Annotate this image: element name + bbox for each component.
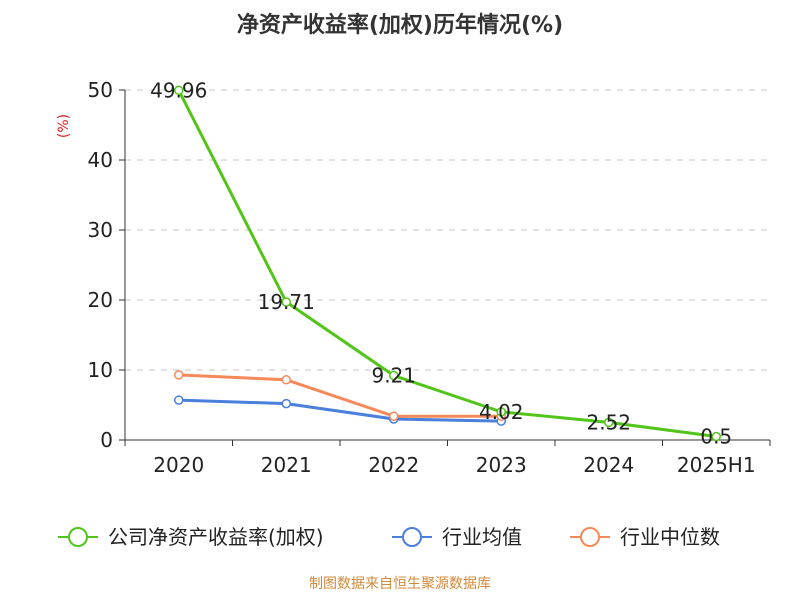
- y-tick-label: 40: [88, 148, 113, 172]
- data-label: 0.5: [700, 425, 732, 449]
- legend-item[interactable]: 公司净资产收益率(加权): [58, 525, 324, 549]
- series-line: [177, 88, 718, 438]
- series-point[interactable]: [496, 407, 506, 417]
- data-label: 9.21: [371, 364, 416, 388]
- legend-swatch-marker: [580, 527, 600, 547]
- data-label: 19.71: [258, 290, 315, 314]
- legend-label: 公司净资产收益率(加权): [108, 525, 324, 549]
- data-label: 2.52: [586, 410, 631, 434]
- series-line: [177, 373, 503, 418]
- data-labels: 49.96 19.71 9.21 4.02 2.52 0.5: [150, 78, 732, 448]
- series-point[interactable]: [389, 370, 399, 381]
- series-point[interactable]: [281, 398, 291, 409]
- axes: 0 10 20 30 40 50 2020 2021 2022 2023 2024 2025H1: [88, 78, 771, 477]
- y-tick-label: 0: [100, 428, 113, 452]
- x-tick-label: 2021: [261, 453, 312, 477]
- x-tick-label: 2024: [583, 453, 634, 477]
- series-point[interactable]: [604, 417, 614, 428]
- legend-swatch-marker: [68, 527, 88, 547]
- x-tick-label: 2023: [476, 453, 527, 477]
- legend-label: 行业中位数: [620, 525, 720, 549]
- y-tick-label: 20: [88, 288, 113, 312]
- x-tick-label: 2020: [153, 453, 204, 477]
- data-label: 4.02: [479, 400, 524, 424]
- y-tick-label: 10: [88, 358, 113, 382]
- legend-item[interactable]: 行业中位数: [570, 525, 720, 549]
- series-line: [177, 398, 503, 423]
- legend-label: 行业均值: [442, 525, 522, 549]
- data-label: 49.96: [150, 78, 207, 102]
- y-tick-label: 30: [88, 218, 113, 242]
- grid-lines: [125, 89, 770, 371]
- series-point[interactable]: [174, 85, 184, 96]
- y-tick-label: 50: [88, 78, 113, 102]
- legend-swatch-marker: [402, 527, 422, 547]
- series-point[interactable]: [281, 297, 291, 307]
- chart-title: 净资产收益率(加权)历年情况(%): [237, 12, 563, 38]
- x-tick-label: 2025H1: [677, 453, 756, 477]
- series-point[interactable]: [174, 370, 184, 380]
- series-point[interactable]: [389, 411, 399, 421]
- series-lines: [174, 85, 721, 442]
- x-tick-label: 2022: [368, 453, 419, 477]
- legend-item[interactable]: 行业均值: [392, 525, 522, 549]
- legend[interactable]: 公司净资产收益率(加权) 行业均值 行业中位数: [58, 525, 720, 549]
- y-axis-unit-label: (%): [56, 114, 72, 138]
- source-note: 制图数据来自恒生聚源数据库: [309, 576, 491, 592]
- series-point[interactable]: [281, 375, 291, 385]
- series-point[interactable]: [174, 395, 184, 405]
- series-point[interactable]: [711, 431, 721, 442]
